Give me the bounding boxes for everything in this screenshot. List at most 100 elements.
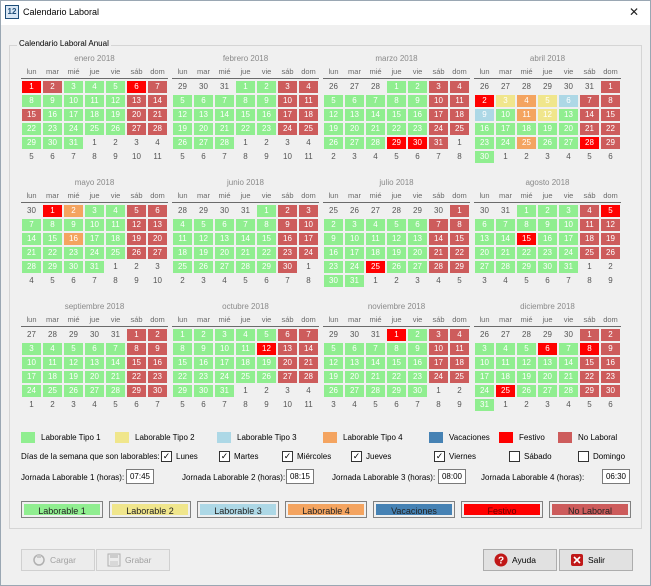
cargar-button[interactable]: Cargar — [21, 549, 95, 571]
day-cell[interactable]: 12 — [106, 95, 125, 107]
day-cell[interactable]: 23 — [601, 371, 620, 383]
type-button-3[interactable]: Laborable 3 — [197, 501, 279, 518]
day-cell[interactable]: 13 — [278, 343, 297, 355]
jornada-1-field[interactable]: 07:45 — [126, 469, 154, 484]
day-cell[interactable]: 2 — [64, 205, 83, 217]
day-cell[interactable]: 24 — [85, 247, 104, 259]
day-cell[interactable]: 2 — [601, 329, 620, 341]
day-cell[interactable]: 13 — [408, 233, 427, 245]
day-cell[interactable]: 24 — [215, 371, 234, 383]
day-cell[interactable]: 26 — [601, 247, 620, 259]
day-cell[interactable]: 4 — [236, 329, 255, 341]
day-cell[interactable]: 21 — [366, 371, 385, 383]
day-cell[interactable]: 11 — [517, 109, 536, 121]
day-cell[interactable]: 18 — [450, 109, 469, 121]
day-cell[interactable]: 13 — [215, 233, 234, 245]
day-cell[interactable]: 17 — [85, 233, 104, 245]
checkbox-sábado[interactable] — [509, 451, 520, 462]
day-cell[interactable]: 30 — [538, 261, 557, 273]
day-cell[interactable]: 26 — [257, 371, 276, 383]
day-cell[interactable]: 15 — [22, 109, 41, 121]
day-cell[interactable]: 31 — [215, 385, 234, 397]
day-cell[interactable]: 26 — [538, 137, 557, 149]
day-cell[interactable]: 16 — [148, 357, 167, 369]
day-cell[interactable]: 25 — [496, 385, 515, 397]
day-cell[interactable]: 28 — [106, 385, 125, 397]
day-cell[interactable]: 19 — [601, 233, 620, 245]
day-cell[interactable]: 22 — [22, 123, 41, 135]
day-cell[interactable]: 1 — [173, 329, 192, 341]
day-cell[interactable]: 10 — [299, 219, 318, 231]
day-cell[interactable]: 12 — [257, 343, 276, 355]
day-cell[interactable]: 28 — [366, 385, 385, 397]
close-icon[interactable]: ✕ — [628, 5, 640, 19]
day-cell[interactable]: 10 — [429, 343, 448, 355]
day-cell[interactable]: 31 — [559, 261, 578, 273]
day-cell[interactable]: 10 — [85, 219, 104, 231]
day-cell[interactable]: 6 — [127, 81, 146, 93]
day-cell[interactable]: 17 — [496, 123, 515, 135]
day-cell[interactable]: 15 — [387, 357, 406, 369]
day-cell[interactable]: 22 — [236, 123, 255, 135]
day-cell[interactable]: 3 — [299, 205, 318, 217]
salir-button[interactable]: Salir — [559, 549, 633, 571]
day-cell[interactable]: 6 — [559, 95, 578, 107]
day-cell[interactable]: 30 — [408, 385, 427, 397]
day-cell[interactable]: 22 — [127, 371, 146, 383]
day-cell[interactable]: 31 — [345, 275, 364, 287]
day-cell[interactable]: 3 — [22, 343, 41, 355]
day-cell[interactable]: 8 — [517, 219, 536, 231]
day-cell[interactable]: 12 — [173, 109, 192, 121]
day-cell[interactable]: 17 — [559, 233, 578, 245]
day-cell[interactable]: 4 — [43, 343, 62, 355]
day-cell[interactable]: 13 — [148, 219, 167, 231]
day-cell[interactable]: 18 — [496, 371, 515, 383]
day-cell[interactable]: 9 — [475, 109, 494, 121]
day-cell[interactable]: 3 — [345, 219, 364, 231]
day-cell[interactable]: 24 — [429, 371, 448, 383]
day-cell[interactable]: 1 — [236, 81, 255, 93]
day-cell[interactable]: 4 — [299, 81, 318, 93]
day-cell[interactable]: 25 — [106, 247, 125, 259]
day-cell[interactable]: 4 — [450, 81, 469, 93]
day-cell[interactable]: 25 — [85, 123, 104, 135]
day-cell[interactable]: 8 — [43, 219, 62, 231]
day-cell[interactable]: 6 — [148, 205, 167, 217]
day-cell[interactable]: 20 — [345, 371, 364, 383]
day-cell[interactable]: 16 — [408, 357, 427, 369]
day-cell[interactable]: 26 — [173, 137, 192, 149]
day-cell[interactable]: 1 — [127, 329, 146, 341]
day-cell[interactable]: 5 — [127, 205, 146, 217]
day-cell[interactable]: 17 — [475, 371, 494, 383]
day-cell[interactable]: 31 — [64, 137, 83, 149]
day-cell[interactable]: 18 — [517, 123, 536, 135]
day-cell[interactable]: 27 — [127, 123, 146, 135]
day-cell[interactable]: 1 — [43, 205, 62, 217]
day-cell[interactable]: 9 — [408, 343, 427, 355]
day-cell[interactable]: 23 — [148, 371, 167, 383]
day-cell[interactable]: 12 — [64, 357, 83, 369]
day-cell[interactable]: 30 — [324, 275, 343, 287]
day-cell[interactable]: 26 — [106, 123, 125, 135]
day-cell[interactable]: 21 — [22, 247, 41, 259]
day-cell[interactable]: 17 — [299, 233, 318, 245]
day-cell[interactable]: 14 — [429, 233, 448, 245]
day-cell[interactable]: 24 — [64, 123, 83, 135]
day-cell[interactable]: 2 — [408, 329, 427, 341]
day-cell[interactable]: 16 — [278, 233, 297, 245]
day-cell[interactable]: 4 — [106, 205, 125, 217]
day-cell[interactable]: 6 — [215, 219, 234, 231]
day-cell[interactable]: 18 — [299, 109, 318, 121]
day-cell[interactable]: 1 — [387, 81, 406, 93]
day-cell[interactable]: 11 — [43, 357, 62, 369]
day-cell[interactable]: 25 — [517, 137, 536, 149]
day-cell[interactable]: 23 — [43, 123, 62, 135]
day-cell[interactable]: 9 — [64, 219, 83, 231]
day-cell[interactable]: 13 — [345, 109, 364, 121]
day-cell[interactable]: 27 — [345, 385, 364, 397]
day-cell[interactable]: 22 — [601, 123, 620, 135]
day-cell[interactable]: 29 — [43, 261, 62, 273]
day-cell[interactable]: 25 — [580, 247, 599, 259]
day-cell[interactable]: 30 — [194, 385, 213, 397]
day-cell[interactable]: 19 — [257, 357, 276, 369]
